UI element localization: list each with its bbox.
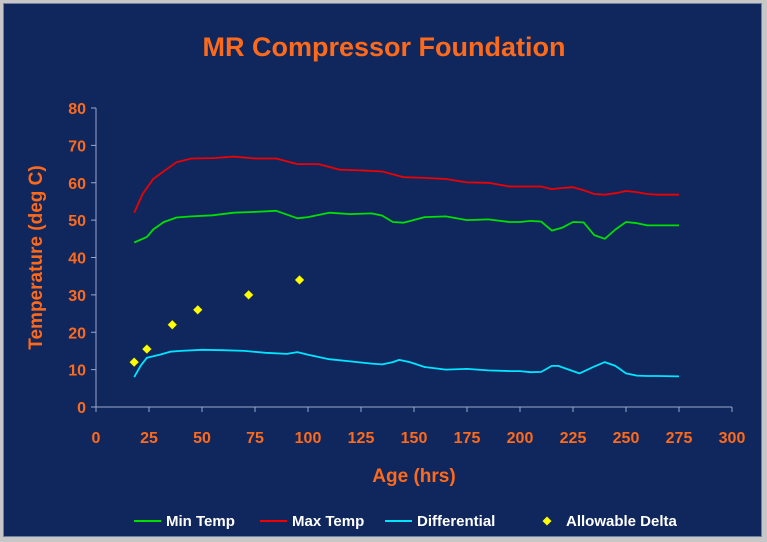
data-point-allowable-delta [129, 357, 140, 368]
x-tick-label: 300 [719, 430, 746, 447]
x-tick-label: 125 [348, 430, 375, 447]
x-tick-label: 50 [193, 430, 211, 447]
data-point-allowable-delta [243, 290, 254, 300]
series-line-differential [133, 348, 680, 378]
y-tick-label: 0 [77, 400, 86, 417]
plot-area [129, 155, 680, 378]
line-chart: MR Compressor Foundation Temperature (de… [26, 32, 745, 530]
axes: 0 10 20 30 40 50 60 70 80 0 25 50 75 100 125 150 175 200 2… [68, 101, 745, 447]
x-tick-label: 175 [454, 430, 481, 447]
series-line-max-temp [133, 155, 679, 214]
x-tick-label: 75 [246, 430, 264, 447]
chart-frame: MR Compressor Foundation Temperature (de… [3, 3, 762, 537]
x-tick-label: 150 [401, 430, 428, 447]
x-tick-label: 250 [613, 430, 640, 447]
legend-swatch-allowable-delta [542, 516, 552, 526]
series-line-min-temp [133, 209, 679, 244]
chart-title: MR Compressor Foundation [203, 32, 566, 62]
y-tick-label: 40 [68, 251, 86, 268]
x-tick-label: 0 [92, 430, 101, 447]
x-tick-label: 200 [507, 430, 534, 447]
x-tick-label: 225 [560, 430, 587, 447]
legend: Min Temp Max Temp Differential Allowable De… [134, 513, 678, 530]
data-point-allowable-delta [142, 344, 152, 354]
y-axis-title: Temperature (deg C) [26, 165, 47, 349]
data-point-allowable-delta [167, 319, 178, 330]
data-point-allowable-delta [192, 304, 203, 315]
data-point-allowable-delta [294, 275, 305, 285]
y-tick-label: 20 [68, 325, 86, 342]
y-tick-label: 60 [68, 176, 86, 193]
legend-label-min-temp: Min Temp [166, 513, 235, 530]
legend-label-differential: Differential [417, 513, 495, 530]
y-tick-label: 80 [68, 101, 86, 118]
y-tick-label: 10 [68, 363, 86, 380]
legend-label-max-temp: Max Temp [292, 513, 364, 530]
x-tick-label: 275 [666, 430, 693, 447]
y-tick-label: 30 [68, 288, 86, 305]
x-tick-label: 100 [295, 430, 322, 447]
legend-label-allowable-delta: Allowable Delta [566, 513, 678, 530]
x-tick-label: 25 [140, 430, 158, 447]
y-tick-label: 70 [68, 138, 86, 155]
x-axis-title: Age (hrs) [372, 466, 455, 487]
y-tick-label: 50 [68, 213, 86, 230]
